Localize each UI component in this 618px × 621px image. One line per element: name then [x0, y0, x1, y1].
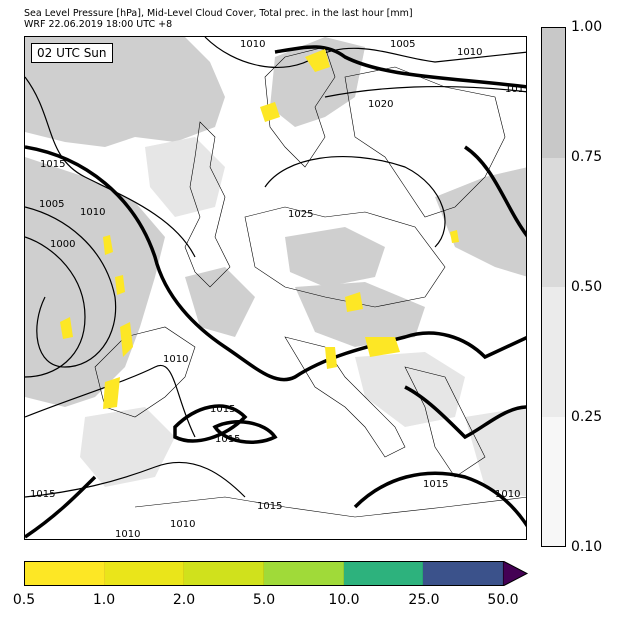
precip-patch	[103, 235, 113, 255]
precip-label: 5.0	[252, 592, 276, 608]
isobar-bold	[173, 404, 248, 443]
isobar-bold	[274, 45, 526, 89]
isobar-label: 1015	[210, 404, 235, 415]
isobar-label: 1025	[288, 209, 313, 220]
precip-patch	[60, 317, 73, 339]
colorbar-segment	[542, 287, 565, 417]
cloud-patch	[270, 37, 365, 127]
colorbar-segment	[184, 562, 265, 585]
isobar-label: 1020	[368, 99, 393, 110]
precip-patch	[260, 102, 280, 122]
precip-patch	[305, 49, 330, 72]
isobar-label: 1015	[257, 501, 282, 512]
isobar-label: 1005	[39, 199, 64, 210]
precip-patch	[325, 347, 337, 369]
cloud-cover-colorbar	[541, 27, 566, 547]
coastline	[404, 366, 486, 478]
isobar-label-layer: 1010 1005 1010 1015 1020 1015 1005 1010 …	[30, 39, 527, 540]
coastline	[344, 66, 506, 218]
precip-patch	[120, 322, 133, 357]
precip-label: 0.5	[12, 592, 36, 608]
coastline	[94, 326, 196, 418]
cloud-label: 0.75	[571, 149, 603, 165]
isobar-bold	[25, 145, 526, 382]
isobar-label: 1005	[390, 39, 415, 50]
isobar-layer	[25, 37, 526, 498]
colorbar-segment	[423, 562, 504, 585]
isobar-label: 1000	[50, 239, 75, 250]
coastline-layer	[94, 46, 526, 518]
coastline	[184, 121, 231, 288]
cloud-label: 0.50	[571, 279, 603, 295]
border	[244, 206, 446, 308]
cloud-patch	[465, 407, 526, 497]
cloud-patch	[25, 37, 225, 147]
isobar	[25, 206, 117, 368]
isobar	[25, 461, 246, 498]
isobar-label: 1015	[423, 479, 448, 490]
cloud-label: 1.00	[571, 19, 603, 35]
precip-patch	[103, 377, 120, 409]
isobar-label: 1010	[240, 39, 265, 50]
isobar-label: 1015	[505, 84, 527, 95]
isobar-label: 1015	[40, 159, 65, 170]
cloud-patch	[25, 157, 165, 407]
colorbar-segment	[542, 157, 565, 287]
isobar-bold	[212, 420, 278, 444]
precip-colorbar	[24, 561, 504, 586]
cloud-patch	[145, 137, 225, 217]
isobar-label: 1015	[215, 434, 240, 445]
colorbar-segment	[542, 28, 565, 158]
isobar-label: 1010	[495, 489, 520, 500]
precip-label: 25.0	[408, 592, 440, 608]
cloud-label: 0.25	[571, 409, 603, 425]
isobar	[324, 85, 526, 98]
cloud-patch	[185, 267, 255, 337]
chart-title: Sea Level Pressure [hPa], Mid-Level Clou…	[24, 8, 413, 19]
isobar-1015-layer	[25, 45, 526, 539]
precip-layer	[60, 49, 459, 409]
cloud-label: 0.10	[571, 539, 603, 555]
time-label: 02 UTC Sun	[31, 43, 113, 63]
isobar-bold	[404, 385, 526, 440]
colorbar-extend-arrow	[503, 561, 529, 586]
map-panel[interactable]: 1010 1005 1010 1015 1020 1015 1005 1010 …	[24, 36, 527, 540]
precip-patch	[345, 292, 363, 312]
isobar-label: 1010	[115, 529, 140, 540]
precip-label: 10.0	[328, 592, 360, 608]
isobar-bold	[353, 471, 526, 528]
colorbar-segment	[343, 562, 424, 585]
cloud-patch	[80, 407, 175, 487]
isobar-label: 1010	[457, 47, 482, 58]
isobar	[25, 364, 196, 438]
isobar-label: 1010	[80, 207, 105, 218]
isobar-label: 1010	[163, 354, 188, 365]
cloud-cover-layer	[25, 37, 526, 407]
colorbar-segment	[25, 562, 105, 585]
map-canvas: 1010 1005 1010 1015 1020 1015 1005 1010 …	[25, 37, 527, 540]
coastline	[264, 46, 336, 168]
cloud-patch	[435, 167, 526, 277]
precip-label: 2.0	[172, 592, 196, 608]
colorbar-segment	[542, 416, 565, 546]
precip-patch	[115, 275, 125, 295]
isobar	[264, 156, 446, 248]
colorbar-segment	[264, 562, 344, 585]
isobar-bold	[464, 145, 526, 238]
precip-patch	[450, 230, 459, 243]
isobar-bold	[25, 475, 97, 539]
isobar-label: 1015	[30, 489, 55, 500]
precip-label: 50.0	[487, 592, 519, 608]
cloud-patch	[295, 282, 425, 347]
isobar	[25, 236, 86, 378]
precip-patch	[365, 337, 400, 357]
coastline	[134, 496, 526, 518]
cloud-patch	[285, 227, 385, 287]
isobar	[25, 76, 196, 258]
coastline	[284, 336, 406, 458]
precip-label: 1.0	[92, 592, 116, 608]
colorbar-segment	[104, 562, 185, 585]
isobar-label: 1010	[170, 519, 195, 530]
chart-subtitle: WRF 22.06.2019 18:00 UTC +8	[24, 19, 173, 30]
